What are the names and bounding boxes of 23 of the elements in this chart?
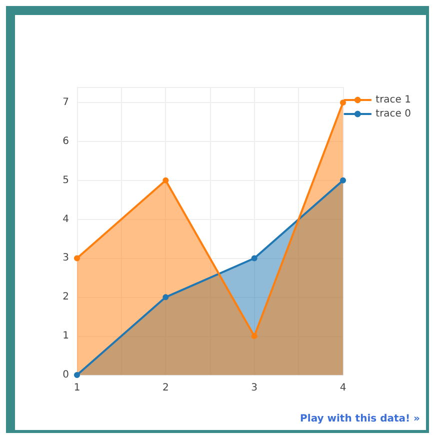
y-tick-label: 2 bbox=[62, 292, 69, 303]
x-tick-label: 4 bbox=[340, 382, 346, 394]
y-tick-label: 4 bbox=[62, 214, 69, 225]
point bbox=[340, 100, 346, 106]
y-tick-label: 7 bbox=[62, 97, 69, 108]
y-tick-label: 1 bbox=[62, 330, 69, 342]
x-tick-label: 3 bbox=[251, 382, 258, 394]
point bbox=[251, 255, 258, 262]
point bbox=[162, 177, 169, 184]
y-tick-label: 0 bbox=[62, 370, 69, 380]
text: Play with this data! » bbox=[300, 414, 420, 424]
legend-label: trace 0 bbox=[376, 108, 412, 120]
point bbox=[74, 255, 80, 262]
y-tick-label: 6 bbox=[62, 136, 69, 147]
point bbox=[251, 333, 258, 340]
point bbox=[162, 294, 169, 300]
y-tick-label: 5 bbox=[62, 174, 69, 186]
x-tick-label: 2 bbox=[162, 382, 169, 394]
y-tick-label: 3 bbox=[62, 252, 69, 264]
point bbox=[74, 372, 80, 378]
legend-label: trace 1 bbox=[376, 94, 412, 106]
point bbox=[340, 177, 346, 184]
x-tick-label: 1 bbox=[74, 382, 80, 394]
